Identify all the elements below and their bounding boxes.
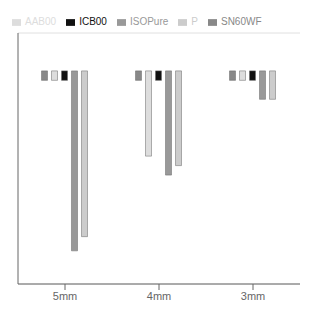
html-text:ISOPure: ISOPure	[129, 16, 169, 27]
svg-text:5mm: 5mm	[53, 290, 77, 302]
svg-text:4mm: 4mm	[147, 290, 171, 302]
html-text:P: P	[191, 16, 198, 27]
html-text:ICB00: ICB00	[79, 16, 107, 27]
html-text:AAB00: AAB00	[25, 16, 57, 27]
svg-text:3mm: 3mm	[241, 290, 265, 302]
html-text:SN60WF: SN60WF	[221, 16, 262, 27]
